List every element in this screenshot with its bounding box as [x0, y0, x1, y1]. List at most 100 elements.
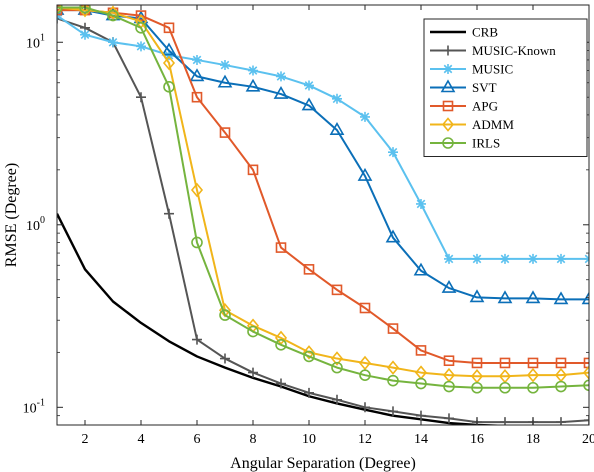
- legend-label: SVT: [472, 80, 497, 95]
- ticks-layer: 2 4 6 8 10 12 14 16 18 20 10-1 100 101: [23, 5, 594, 447]
- series-line: [57, 213, 511, 425]
- plot-frame: [56, 4, 590, 426]
- data-point: [584, 415, 589, 425]
- data-point: [191, 236, 203, 249]
- data-point: [441, 279, 457, 293]
- y-tick-label: 100: [26, 215, 45, 234]
- data-point: [525, 290, 541, 304]
- x-axis-label: Angular Separation (Degree): [230, 455, 416, 472]
- data-point: [528, 253, 538, 264]
- data-point: [385, 229, 401, 243]
- data-point: [359, 302, 371, 314]
- x-tick-label: 4: [138, 432, 145, 447]
- legend-entry: IRLS: [430, 136, 500, 151]
- data-point: [443, 380, 455, 393]
- x-tick-label: 20: [582, 432, 594, 447]
- data-point: [527, 357, 539, 369]
- data-point: [330, 351, 344, 366]
- data-point: [135, 22, 147, 34]
- data-point: [527, 381, 539, 394]
- data-point: [415, 345, 427, 356]
- legend-marker: [441, 117, 455, 132]
- data-point: [107, 9, 119, 22]
- data-point: [164, 208, 174, 219]
- data-point: [416, 410, 426, 421]
- legend: CRB MUSIC-Known MUSIC SVT APG ADMM IRLS: [423, 18, 588, 157]
- data-point: [331, 284, 343, 296]
- data-point: [359, 369, 371, 381]
- data-point: [555, 357, 567, 369]
- legend-marker: [442, 100, 454, 112]
- data-point: [358, 355, 372, 371]
- data-point: [360, 402, 370, 413]
- data-point: [469, 289, 485, 303]
- data-point: [247, 325, 259, 338]
- data-point: [386, 360, 400, 375]
- data-point: [247, 164, 259, 176]
- legend-entry: MUSIC: [430, 62, 513, 77]
- data-point: [273, 85, 289, 99]
- data-point: [331, 361, 343, 374]
- series-music: [57, 10, 589, 264]
- legend-marker: [442, 137, 454, 149]
- data-point: [220, 353, 230, 364]
- legend-label: APG: [472, 99, 498, 114]
- data-point: [553, 291, 569, 305]
- x-tick-label: 8: [250, 432, 257, 447]
- data-point: [444, 413, 454, 424]
- data-point: [191, 91, 203, 103]
- data-point: [303, 350, 315, 363]
- data-point: [57, 5, 63, 14]
- data-point: [275, 242, 287, 253]
- data-point: [161, 42, 177, 56]
- legend-entry: CRB: [430, 25, 498, 40]
- data-point: [387, 374, 399, 387]
- legend-label: IRLS: [472, 136, 500, 151]
- data-point: [499, 381, 511, 394]
- data-point: [248, 65, 258, 76]
- data-point: [248, 367, 258, 378]
- data-point: [360, 111, 370, 122]
- data-point: [106, 5, 120, 21]
- data-point: [276, 378, 286, 389]
- data-point: [556, 417, 566, 425]
- series-irls: [57, 5, 589, 394]
- legend-entry: ADMM: [430, 117, 514, 132]
- data-point: [276, 71, 286, 82]
- x-tick-label: 2: [82, 432, 89, 447]
- data-point: [189, 68, 205, 82]
- data-point: [388, 406, 398, 417]
- data-point: [304, 387, 314, 398]
- data-point: [357, 167, 373, 181]
- data-point: [471, 357, 483, 369]
- x-tick-label: 16: [470, 432, 484, 447]
- data-point: [192, 54, 202, 65]
- data-point: [190, 182, 204, 198]
- data-point: [220, 60, 230, 71]
- data-point: [581, 291, 589, 305]
- data-point: [388, 147, 398, 158]
- legend-entry: APG: [430, 99, 498, 114]
- data-point: [192, 334, 202, 345]
- data-point: [583, 379, 589, 392]
- data-point: [303, 264, 315, 275]
- data-point: [332, 394, 342, 405]
- data-point: [583, 357, 589, 369]
- legend-entry: MUSIC-Known: [430, 43, 556, 58]
- data-point: [219, 309, 231, 321]
- data-point: [416, 198, 426, 209]
- data-point: [57, 5, 64, 15]
- legend-marker: [443, 64, 453, 74]
- y-tick-label: 10-1: [23, 397, 45, 416]
- data-point: [245, 78, 261, 92]
- data-point: [304, 80, 314, 91]
- y-tick-label: 101: [26, 32, 45, 51]
- data-point: [413, 262, 429, 276]
- data-point: [443, 355, 455, 367]
- series-layer: [57, 5, 589, 425]
- data-point: [444, 253, 454, 264]
- data-point: [163, 81, 175, 93]
- data-point: [302, 345, 316, 360]
- x-tick-label: 10: [302, 432, 316, 447]
